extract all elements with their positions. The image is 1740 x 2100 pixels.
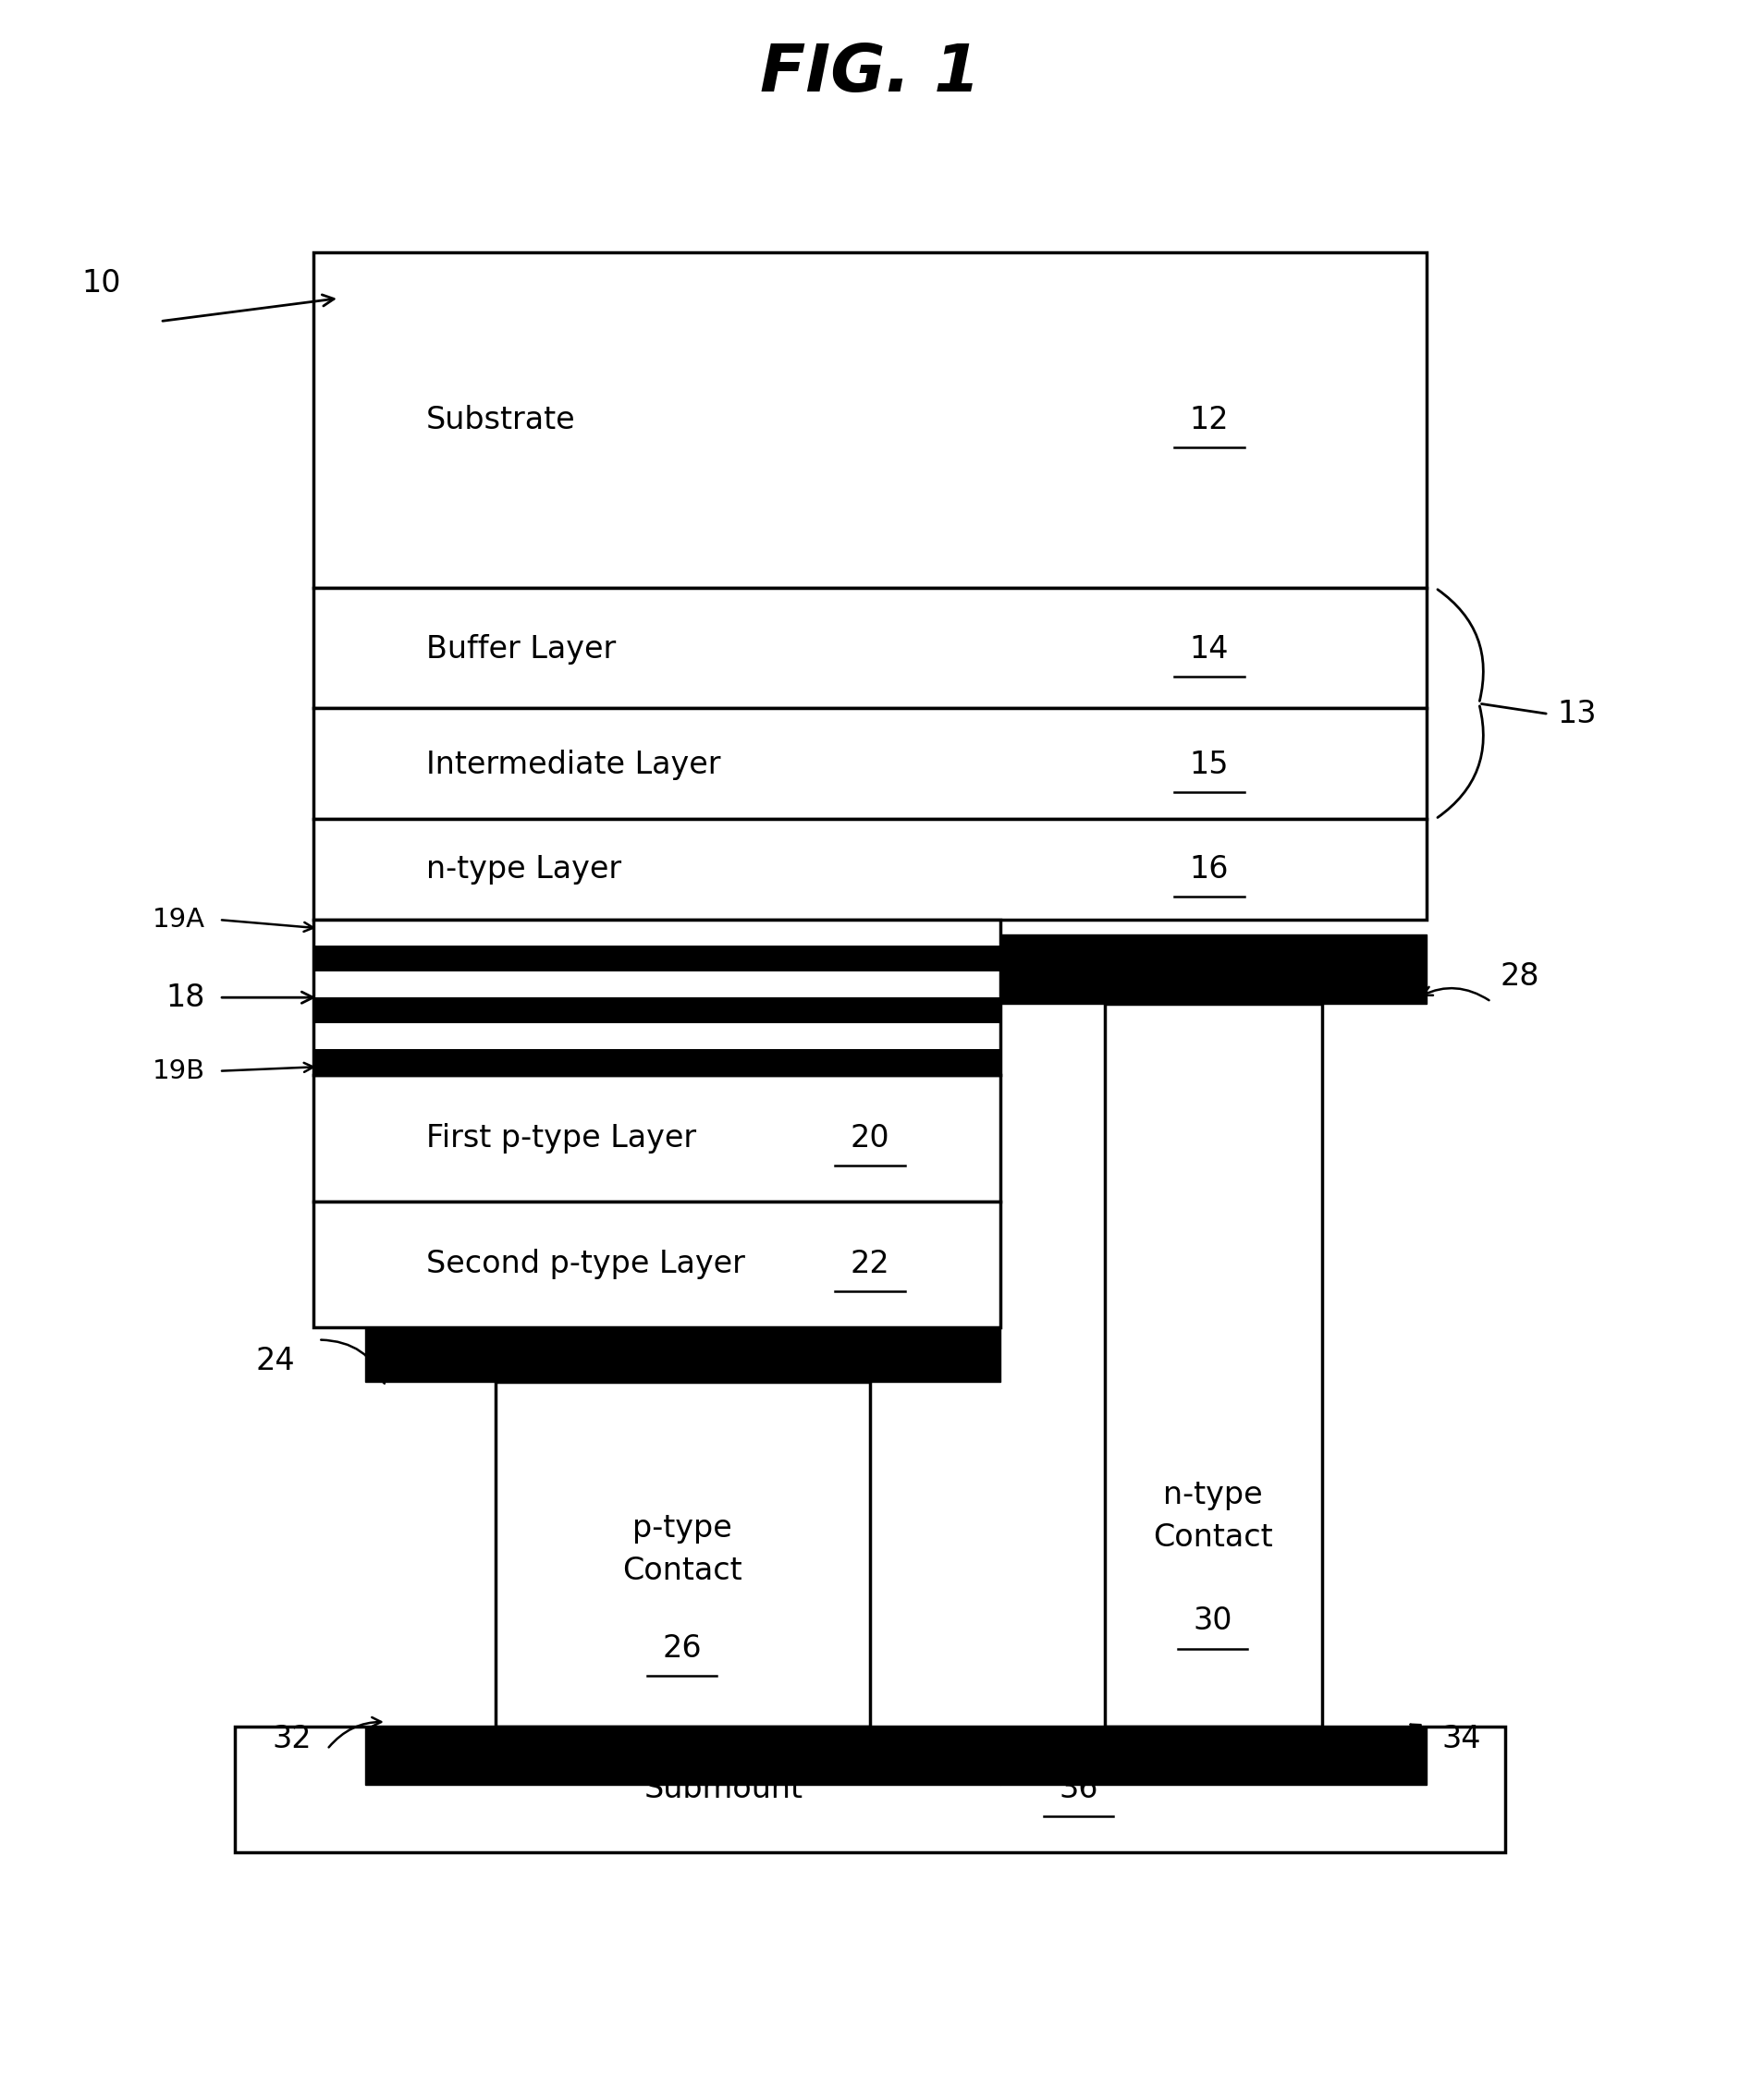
Bar (1000, 934, 1427, 1004)
Text: 19A: 19A (153, 907, 205, 932)
Bar (365, 1726, 1000, 1785)
Text: 36: 36 (1060, 1774, 1098, 1804)
Text: Submount: Submount (644, 1774, 802, 1804)
Bar (313, 920, 1000, 1075)
Text: 26: 26 (663, 1634, 701, 1663)
Text: Substrate: Substrate (426, 405, 576, 435)
Text: 20: 20 (851, 1124, 889, 1153)
Text: 14: 14 (1190, 634, 1228, 664)
Text: n-type
Contact: n-type Contact (1154, 1480, 1272, 1552)
Bar (313, 1201, 1000, 1327)
Text: 30: 30 (1194, 1606, 1232, 1636)
Text: 13: 13 (1557, 699, 1597, 729)
Bar (313, 972, 1000, 998)
Text: 19B: 19B (153, 1058, 205, 1084)
Text: n-type Layer: n-type Layer (426, 855, 621, 884)
Text: Buffer Layer: Buffer Layer (426, 634, 616, 664)
Bar (365, 1327, 1000, 1382)
Text: 12: 12 (1190, 405, 1228, 435)
Bar (496, 1382, 870, 1726)
Text: p-type
Contact: p-type Contact (623, 1514, 741, 1586)
Bar (313, 998, 1000, 1023)
Text: First p-type Layer: First p-type Layer (426, 1124, 696, 1153)
Text: FIG. 1: FIG. 1 (760, 42, 980, 105)
Text: 15: 15 (1190, 750, 1228, 779)
Text: 10: 10 (82, 269, 120, 298)
Bar (313, 819, 1427, 920)
Text: 22: 22 (851, 1250, 889, 1279)
Text: 34: 34 (1442, 1724, 1481, 1754)
Bar (313, 252, 1427, 588)
Bar (313, 588, 1427, 708)
Text: 32: 32 (273, 1724, 311, 1754)
Text: 16: 16 (1190, 855, 1228, 884)
Bar (1000, 1726, 1427, 1785)
Bar (235, 1726, 1505, 1852)
Text: 24: 24 (256, 1346, 294, 1376)
Bar (313, 920, 1000, 1075)
Bar (313, 920, 1000, 945)
Bar (313, 1050, 1000, 1075)
Text: Intermediate Layer: Intermediate Layer (426, 750, 720, 779)
Text: 28: 28 (1500, 962, 1540, 991)
Bar (313, 708, 1427, 819)
Bar (1105, 1004, 1322, 1726)
Bar (313, 1075, 1000, 1201)
Text: 18: 18 (165, 983, 205, 1012)
Bar (313, 1023, 1000, 1050)
Bar (313, 945, 1000, 972)
Text: Second p-type Layer: Second p-type Layer (426, 1250, 745, 1279)
